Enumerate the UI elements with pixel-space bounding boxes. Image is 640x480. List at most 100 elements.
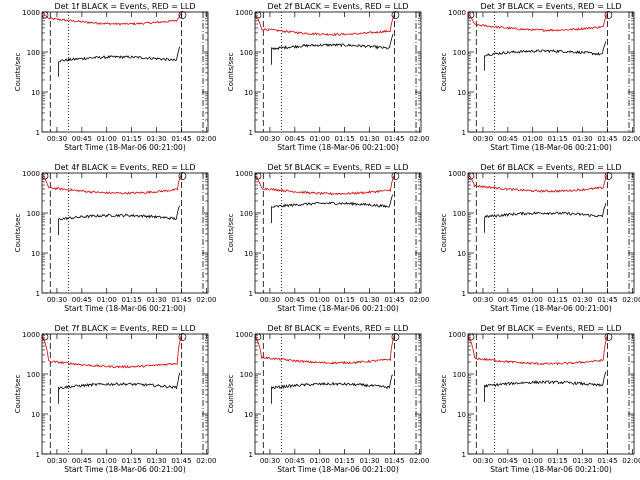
plot-frame (41, 333, 209, 455)
marker-circle (41, 11, 49, 19)
x-tick-label: 01:30 (359, 296, 379, 304)
x-tick-label: 00:45 (285, 457, 305, 465)
x-tick-label: 01:30 (146, 296, 166, 304)
x-tick-label: 01:00 (523, 135, 543, 143)
y-tick-label: 100 (453, 49, 466, 57)
plot-frame (254, 11, 422, 133)
y-tick-label: 1000 (448, 9, 466, 17)
x-tick-label: 01:15 (548, 296, 568, 304)
x-tick-label: 01:15 (122, 457, 142, 465)
x-axis-label: Start Time (18-Mar-06 00:21:00) (277, 143, 399, 152)
y-tick-label: 100 (27, 49, 40, 57)
marker-circle (467, 333, 475, 341)
marker-circle (41, 333, 49, 341)
x-tick-label: 01:30 (359, 457, 379, 465)
lld-series-line (467, 173, 608, 193)
y-tick-label: 10 (31, 250, 40, 258)
y-tick-label: 1000 (235, 331, 253, 339)
y-tick-label: 1 (249, 451, 253, 459)
y-tick-label: 1000 (235, 170, 253, 178)
chart-panel-1: Det 1f BLACK = Events, RED = LLD 1 10 100 10… (14, 2, 216, 152)
x-tick-label: 00:45 (285, 296, 305, 304)
lld-series-line (254, 174, 395, 196)
marker-circle (178, 11, 187, 19)
y-axis-label: Counts/sec (14, 214, 22, 253)
x-tick-label: 01:45 (597, 457, 617, 465)
y-tick-label: 1 (462, 451, 466, 459)
y-axis-label: Counts/sec (227, 214, 235, 253)
y-tick-label: 100 (240, 49, 253, 57)
plot-frame (41, 172, 209, 294)
chart-panel-9: Det 9f BLACK = Events, RED = LLD 1 10 100 10… (440, 324, 640, 474)
y-tick-label: 1 (36, 129, 40, 137)
y-tick-label: 10 (457, 250, 466, 258)
y-tick-label: 1000 (448, 170, 466, 178)
chart-title: Det 4f BLACK = Events, RED = LLD (54, 163, 195, 172)
x-tick-label: 01:00 (97, 296, 117, 304)
chart-title: Det 3f BLACK = Events, RED = LLD (480, 2, 621, 11)
marker-circle (391, 333, 400, 341)
x-tick-label: 01:00 (310, 135, 330, 143)
x-axis-label: Start Time (18-Mar-06 00:21:00) (490, 465, 612, 474)
events-series-line (58, 372, 181, 404)
chart-title: Det 2f BLACK = Events, RED = LLD (267, 2, 408, 11)
y-tick-label: 1000 (22, 170, 40, 178)
marker-circle (391, 11, 400, 19)
x-axis-label: Start Time (18-Mar-06 00:21:00) (277, 465, 399, 474)
x-tick-label: 02:00 (622, 135, 640, 143)
chart-panel-4: Det 4f BLACK = Events, RED = LLD 1 10 100 10… (14, 163, 216, 313)
y-axis-label: Counts/sec (227, 375, 235, 414)
y-tick-label: 1 (36, 290, 40, 298)
events-series-line (58, 46, 181, 77)
y-axis-label: Counts/sec (227, 53, 235, 92)
chart-title: Det 5f BLACK = Events, RED = LLD (267, 163, 408, 172)
chart-panel-7: Det 7f BLACK = Events, RED = LLD 1 10 100 10… (14, 324, 216, 474)
plot-frame (467, 333, 635, 455)
x-axis-label: Start Time (18-Mar-06 00:21:00) (277, 304, 399, 313)
marker-circle (391, 172, 400, 180)
y-tick-label: 1 (462, 129, 466, 137)
x-tick-label: 01:30 (572, 296, 592, 304)
x-tick-label: 01:45 (171, 135, 191, 143)
y-tick-label: 100 (27, 371, 40, 379)
lld-series-line (467, 12, 608, 32)
y-axis-label: Counts/sec (440, 53, 448, 92)
x-tick-label: 00:30 (47, 296, 67, 304)
x-tick-label: 00:45 (72, 296, 92, 304)
x-tick-label: 02:00 (622, 457, 640, 465)
plot-frame (467, 172, 635, 294)
x-tick-label: 00:30 (260, 296, 280, 304)
chart-panel-3: Det 3f BLACK = Events, RED = LLD 1 10 100 10… (440, 2, 640, 152)
events-series-line (271, 374, 394, 404)
x-tick-label: 00:45 (72, 457, 92, 465)
x-tick-label: 01:15 (335, 296, 355, 304)
y-tick-label: 1 (249, 129, 253, 137)
x-tick-label: 00:30 (473, 296, 493, 304)
events-series-line (271, 194, 394, 224)
y-axis-label: Counts/sec (440, 375, 448, 414)
x-tick-label: 01:30 (146, 135, 166, 143)
marker-circle (604, 333, 613, 341)
chart-panel-5: Det 5f BLACK = Events, RED = LLD 1 10 100 10… (227, 163, 429, 313)
x-tick-label: 00:45 (498, 296, 518, 304)
x-axis-label: Start Time (18-Mar-06 00:21:00) (490, 143, 612, 152)
lld-series-line (41, 173, 182, 195)
chart-title: Det 6f BLACK = Events, RED = LLD (480, 163, 621, 172)
y-tick-label: 10 (31, 411, 40, 419)
chart-title: Det 1f BLACK = Events, RED = LLD (54, 2, 195, 11)
x-tick-label: 01:00 (523, 457, 543, 465)
y-tick-label: 10 (31, 89, 40, 97)
lld-series-line (41, 334, 182, 369)
marker-circle (254, 333, 262, 341)
x-tick-label: 01:15 (548, 457, 568, 465)
x-tick-label: 01:45 (597, 296, 617, 304)
x-tick-label: 01:00 (310, 457, 330, 465)
y-tick-label: 1 (462, 290, 466, 298)
lld-series-line (254, 334, 395, 365)
plot-frame (467, 11, 635, 133)
x-tick-label: 01:30 (359, 135, 379, 143)
lld-series-line (41, 12, 182, 26)
x-tick-label: 01:15 (335, 135, 355, 143)
y-tick-label: 100 (453, 371, 466, 379)
